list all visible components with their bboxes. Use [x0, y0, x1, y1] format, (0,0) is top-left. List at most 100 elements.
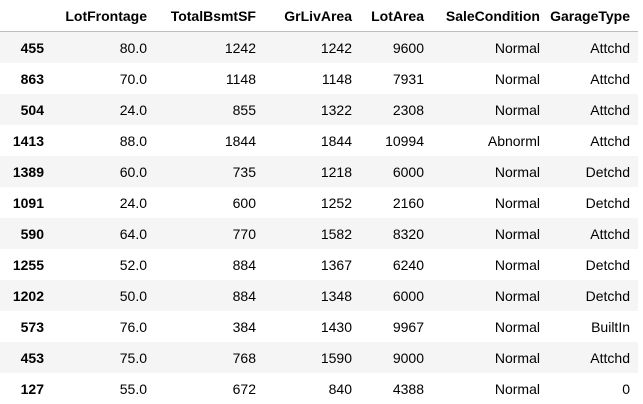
column-header-salecondition: SaleCondition — [432, 0, 548, 32]
table-row: 127 55.0 672 840 4388 Normal 0 — [0, 373, 638, 404]
row-index: 573 — [20, 318, 44, 335]
cell-salecondition: Normal — [494, 101, 540, 118]
row-index: 455 — [20, 39, 44, 56]
column-header-lotarea: LotArea — [360, 0, 432, 32]
row-index: 863 — [20, 70, 44, 87]
cell-salecondition: Abnorml — [487, 132, 540, 149]
cell-grlivarea: 1322 — [320, 101, 352, 118]
cell-totalbsmtsf: 768 — [232, 349, 256, 366]
row-index: 127 — [20, 380, 44, 397]
cell-garagetype: Attchd — [590, 101, 630, 118]
table-row: 1255 52.0 884 1367 6240 Normal Detchd — [0, 249, 638, 280]
cell-lotarea: 8320 — [392, 225, 424, 242]
cell-lotfrontage: 24.0 — [119, 101, 147, 118]
cell-garagetype: Attchd — [590, 132, 630, 149]
cell-lotfrontage: 60.0 — [119, 163, 147, 180]
cell-grlivarea: 1252 — [320, 194, 352, 211]
cell-grlivarea: 1430 — [320, 318, 352, 335]
cell-garagetype: Attchd — [590, 39, 630, 56]
table-row: 453 75.0 768 1590 9000 Normal Attchd — [0, 342, 638, 373]
cell-lotarea: 9000 — [392, 349, 424, 366]
row-index: 1091 — [12, 194, 44, 211]
cell-lotfrontage: 88.0 — [119, 132, 147, 149]
table-row: 1091 24.0 600 1252 2160 Normal Detchd — [0, 187, 638, 218]
cell-garagetype: Detchd — [585, 256, 630, 273]
cell-garagetype: Detchd — [585, 287, 630, 304]
cell-grlivarea: 1242 — [320, 39, 352, 56]
cell-lotfrontage: 50.0 — [119, 287, 147, 304]
column-header-totalbsmtsf: TotalBsmtSF — [155, 0, 264, 32]
cell-grlivarea: 1218 — [320, 163, 352, 180]
cell-salecondition: Normal — [494, 39, 540, 56]
cell-salecondition: Normal — [494, 194, 540, 211]
cell-garagetype: BuiltIn — [591, 318, 630, 335]
cell-salecondition: Normal — [494, 256, 540, 273]
cell-totalbsmtsf: 384 — [232, 318, 256, 335]
table-body: 455 80.0 1242 1242 9600 Normal Attchd 86… — [0, 31, 638, 404]
cell-salecondition: Normal — [494, 225, 540, 242]
cell-garagetype: Attchd — [590, 70, 630, 87]
cell-lotfrontage: 55.0 — [119, 380, 147, 397]
row-index: 453 — [20, 349, 44, 366]
table-row: 573 76.0 384 1430 9967 Normal BuiltIn — [0, 311, 638, 342]
cell-lotfrontage: 80.0 — [119, 39, 147, 56]
cell-salecondition: Normal — [494, 70, 540, 87]
cell-totalbsmtsf: 1242 — [224, 39, 256, 56]
cell-salecondition: Normal — [494, 163, 540, 180]
cell-lotfrontage: 70.0 — [119, 70, 147, 87]
cell-lotarea: 6000 — [392, 163, 424, 180]
cell-garagetype: Attchd — [590, 349, 630, 366]
cell-totalbsmtsf: 600 — [232, 194, 256, 211]
row-index: 1255 — [12, 256, 44, 273]
cell-totalbsmtsf: 884 — [232, 287, 256, 304]
column-header-grlivarea: GrLivArea — [264, 0, 360, 32]
cell-lotfrontage: 75.0 — [119, 349, 147, 366]
table-row: 1389 60.0 735 1218 6000 Normal Detchd — [0, 156, 638, 187]
row-index: 1413 — [12, 132, 44, 149]
table-row: 863 70.0 1148 1148 7931 Normal Attchd — [0, 63, 638, 94]
table-row: 590 64.0 770 1582 8320 Normal Attchd — [0, 218, 638, 249]
cell-totalbsmtsf: 770 — [232, 225, 256, 242]
cell-grlivarea: 1582 — [320, 225, 352, 242]
cell-salecondition: Normal — [494, 318, 540, 335]
cell-salecondition: Normal — [494, 287, 540, 304]
cell-lotfrontage: 24.0 — [119, 194, 147, 211]
table-header: LotFrontage TotalBsmtSF GrLivArea LotAre… — [0, 0, 638, 32]
cell-totalbsmtsf: 735 — [232, 163, 256, 180]
cell-lotarea: 6240 — [392, 256, 424, 273]
cell-garagetype: Detchd — [585, 194, 630, 211]
cell-grlivarea: 1148 — [321, 70, 352, 87]
cell-lotarea: 2308 — [392, 101, 424, 118]
cell-salecondition: Normal — [494, 349, 540, 366]
row-index: 1389 — [12, 163, 44, 180]
column-header-garagetype: GarageType — [548, 0, 638, 32]
cell-lotfrontage: 76.0 — [119, 318, 147, 335]
cell-lotarea: 9967 — [392, 318, 424, 335]
table-row: 1413 88.0 1844 1844 10994 Abnorml Attchd — [0, 125, 638, 156]
cell-lotarea: 4388 — [392, 380, 424, 397]
cell-lotarea: 9600 — [392, 39, 424, 56]
cell-garagetype: Attchd — [590, 225, 630, 242]
cell-lotarea: 6000 — [392, 287, 424, 304]
cell-grlivarea: 1367 — [320, 256, 352, 273]
cell-garagetype: Detchd — [585, 163, 630, 180]
table-row: 455 80.0 1242 1242 9600 Normal Attchd — [0, 31, 638, 63]
cell-lotarea: 10994 — [385, 132, 424, 149]
cell-lotarea: 7931 — [392, 70, 424, 87]
header-row: LotFrontage TotalBsmtSF GrLivArea LotAre… — [0, 0, 638, 32]
cell-grlivarea: 1348 — [320, 287, 352, 304]
cell-totalbsmtsf: 672 — [232, 380, 256, 397]
column-header-lotfrontage: LotFrontage — [52, 0, 155, 32]
cell-grlivarea: 1844 — [320, 132, 352, 149]
cell-totalbsmtsf: 1148 — [225, 70, 256, 87]
cell-totalbsmtsf: 1844 — [224, 132, 256, 149]
row-index: 590 — [20, 225, 44, 242]
row-index: 1202 — [12, 287, 44, 304]
cell-grlivarea: 840 — [328, 380, 352, 397]
cell-lotfrontage: 64.0 — [119, 225, 147, 242]
cell-totalbsmtsf: 884 — [232, 256, 256, 273]
table-row: 504 24.0 855 1322 2308 Normal Attchd — [0, 94, 638, 125]
cell-totalbsmtsf: 855 — [232, 101, 256, 118]
cell-garagetype: 0 — [622, 380, 630, 397]
